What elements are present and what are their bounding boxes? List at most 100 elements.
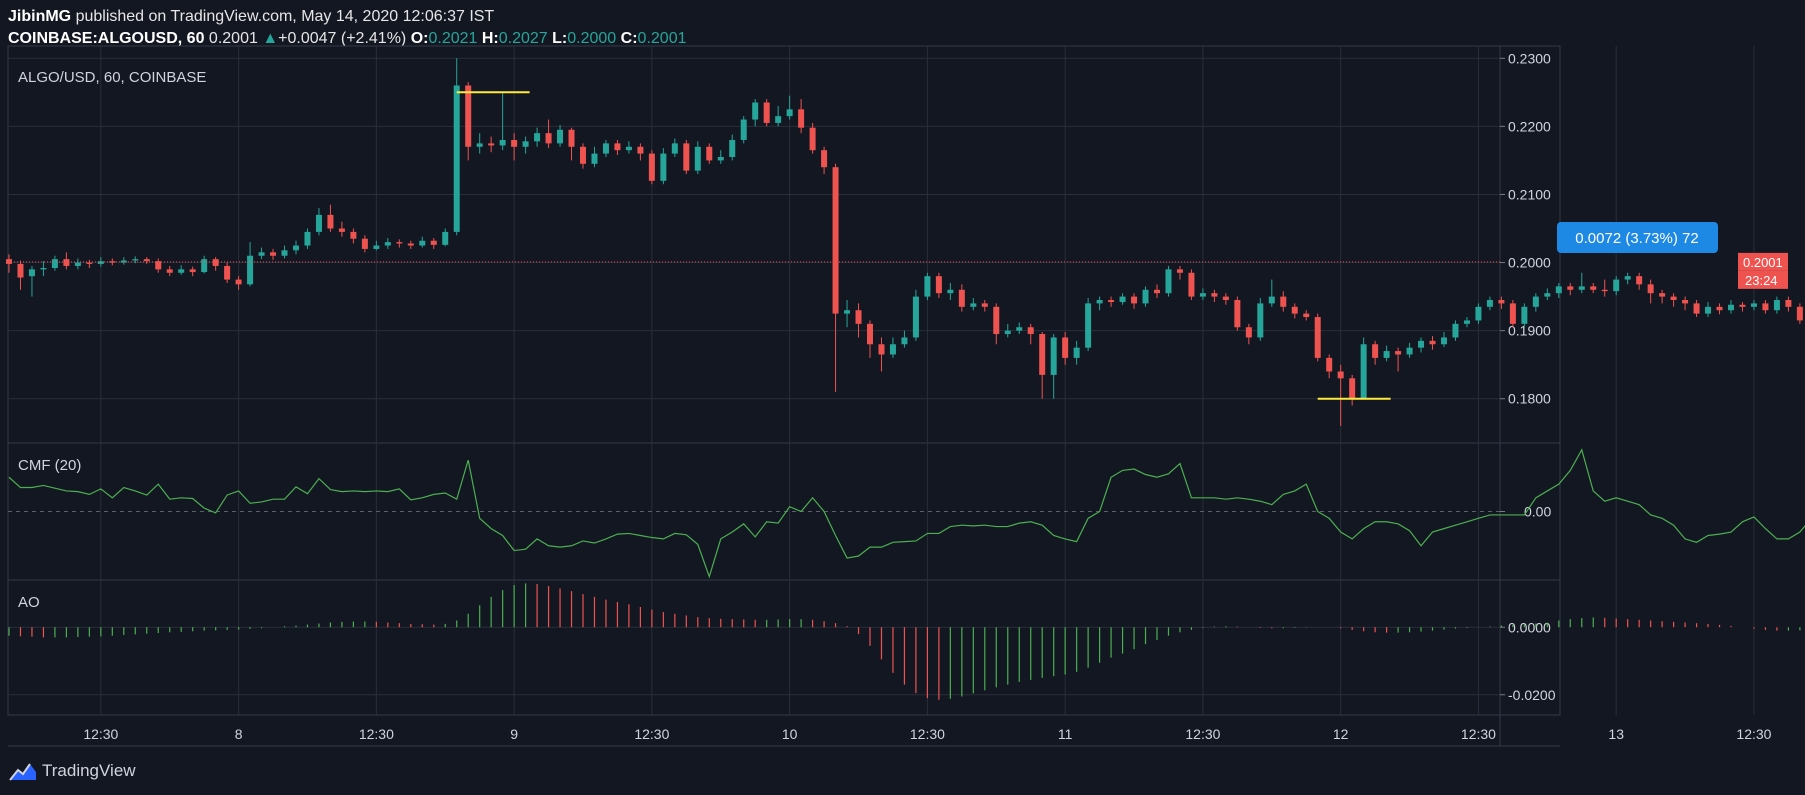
candle-body[interactable]: [660, 153, 667, 181]
candle-body[interactable]: [1555, 286, 1562, 294]
candle-body[interactable]: [614, 143, 621, 151]
candle-body[interactable]: [1268, 296, 1275, 304]
tradingview-brand[interactable]: TradingView: [42, 761, 136, 780]
candle-body[interactable]: [201, 259, 208, 273]
candle-body[interactable]: [1142, 289, 1149, 304]
candle-body[interactable]: [1085, 303, 1092, 348]
candle-body[interactable]: [97, 261, 104, 264]
candle-body[interactable]: [763, 102, 770, 123]
candle-body[interactable]: [1326, 357, 1333, 372]
candle-body[interactable]: [327, 214, 334, 229]
candle-body[interactable]: [1360, 344, 1367, 399]
candle-body[interactable]: [798, 109, 805, 128]
candle-body[interactable]: [1062, 337, 1069, 358]
candle-body[interactable]: [534, 133, 541, 142]
candle-body[interactable]: [465, 85, 472, 147]
candle-body[interactable]: [1682, 299, 1689, 304]
candle-body[interactable]: [1314, 317, 1321, 358]
candle-body[interactable]: [143, 259, 150, 262]
candle-body[interactable]: [1750, 303, 1757, 307]
candle-body[interactable]: [625, 146, 632, 151]
candle-body[interactable]: [889, 344, 896, 355]
tradingview-logo-icon[interactable]: [8, 760, 38, 782]
candle-body[interactable]: [373, 245, 380, 249]
candle-body[interactable]: [683, 143, 690, 171]
candle-body[interactable]: [947, 289, 954, 294]
candle-body[interactable]: [901, 337, 908, 345]
candle-body[interactable]: [958, 289, 965, 307]
candle-body[interactable]: [1245, 327, 1252, 338]
author-name[interactable]: JibinMG: [8, 8, 72, 25]
candle-body[interactable]: [1211, 293, 1218, 297]
candle-body[interactable]: [1590, 286, 1597, 290]
candle-body[interactable]: [338, 228, 345, 232]
candle-body[interactable]: [602, 143, 609, 154]
candle-body[interactable]: [1027, 327, 1034, 335]
candle-body[interactable]: [1349, 378, 1356, 399]
candle-body[interactable]: [1188, 272, 1195, 297]
candle-body[interactable]: [935, 276, 942, 294]
candle-body[interactable]: [912, 296, 919, 338]
candle-body[interactable]: [1785, 299, 1792, 307]
candle-body[interactable]: [522, 141, 529, 147]
candle-body[interactable]: [51, 259, 58, 268]
candle-body[interactable]: [247, 255, 254, 285]
candle-body[interactable]: [1257, 303, 1264, 338]
candle-body[interactable]: [304, 231, 311, 246]
candle-body[interactable]: [1199, 293, 1206, 297]
candle-body[interactable]: [499, 139, 506, 146]
candle-body[interactable]: [545, 133, 552, 144]
candle-body[interactable]: [315, 214, 322, 232]
candle-body[interactable]: [1705, 306, 1712, 314]
candle-body[interactable]: [1291, 306, 1298, 314]
candle-body[interactable]: [1796, 306, 1803, 321]
candle-body[interactable]: [1452, 323, 1459, 338]
candle-body[interactable]: [1383, 351, 1390, 358]
candle-body[interactable]: [476, 143, 483, 147]
cmf-series-line[interactable]: [8, 448, 1805, 579]
candle-body[interactable]: [821, 150, 828, 168]
candle-body[interactable]: [1670, 296, 1677, 300]
candle-body[interactable]: [1509, 303, 1516, 324]
candle-body[interactable]: [166, 269, 173, 273]
candle-body[interactable]: [74, 262, 81, 266]
candle-body[interactable]: [1050, 337, 1057, 375]
candle-body[interactable]: [1498, 299, 1505, 304]
candle-body[interactable]: [1406, 347, 1413, 355]
candle-body[interactable]: [924, 276, 931, 297]
candle-body[interactable]: [86, 262, 93, 264]
candle-body[interactable]: [1165, 269, 1172, 294]
candle-body[interactable]: [419, 240, 426, 246]
candle-body[interactable]: [1739, 304, 1746, 307]
candle-body[interactable]: [1578, 286, 1585, 290]
candle-body[interactable]: [1475, 306, 1482, 321]
candle-body[interactable]: [717, 156, 724, 161]
candle-body[interactable]: [28, 269, 35, 277]
candle-body[interactable]: [1716, 306, 1723, 311]
candle-body[interactable]: [1624, 276, 1631, 280]
candle-body[interactable]: [729, 139, 736, 157]
candle-body[interactable]: [1544, 293, 1551, 297]
candle-body[interactable]: [557, 129, 564, 144]
candle-body[interactable]: [1521, 306, 1528, 324]
candle-body[interactable]: [189, 269, 196, 273]
candle-body[interactable]: [981, 303, 988, 307]
candle-body[interactable]: [1418, 340, 1425, 348]
candle-body[interactable]: [706, 146, 713, 161]
candle-body[interactable]: [281, 250, 288, 256]
candle-body[interactable]: [361, 238, 368, 249]
candle-body[interactable]: [430, 240, 437, 245]
candle-body[interactable]: [1395, 351, 1402, 355]
candle-body[interactable]: [1659, 293, 1666, 297]
candle-body[interactable]: [844, 310, 851, 314]
candle-body[interactable]: [1441, 337, 1447, 345]
candle-body[interactable]: [109, 261, 116, 263]
candle-body[interactable]: [1073, 347, 1080, 358]
candle-body[interactable]: [212, 259, 219, 266]
candle-body[interactable]: [832, 167, 839, 314]
candle-body[interactable]: [867, 323, 873, 345]
measure-label-box[interactable]: [1557, 222, 1718, 253]
candle-body[interactable]: [1429, 340, 1436, 345]
candle-body[interactable]: [1337, 371, 1344, 379]
